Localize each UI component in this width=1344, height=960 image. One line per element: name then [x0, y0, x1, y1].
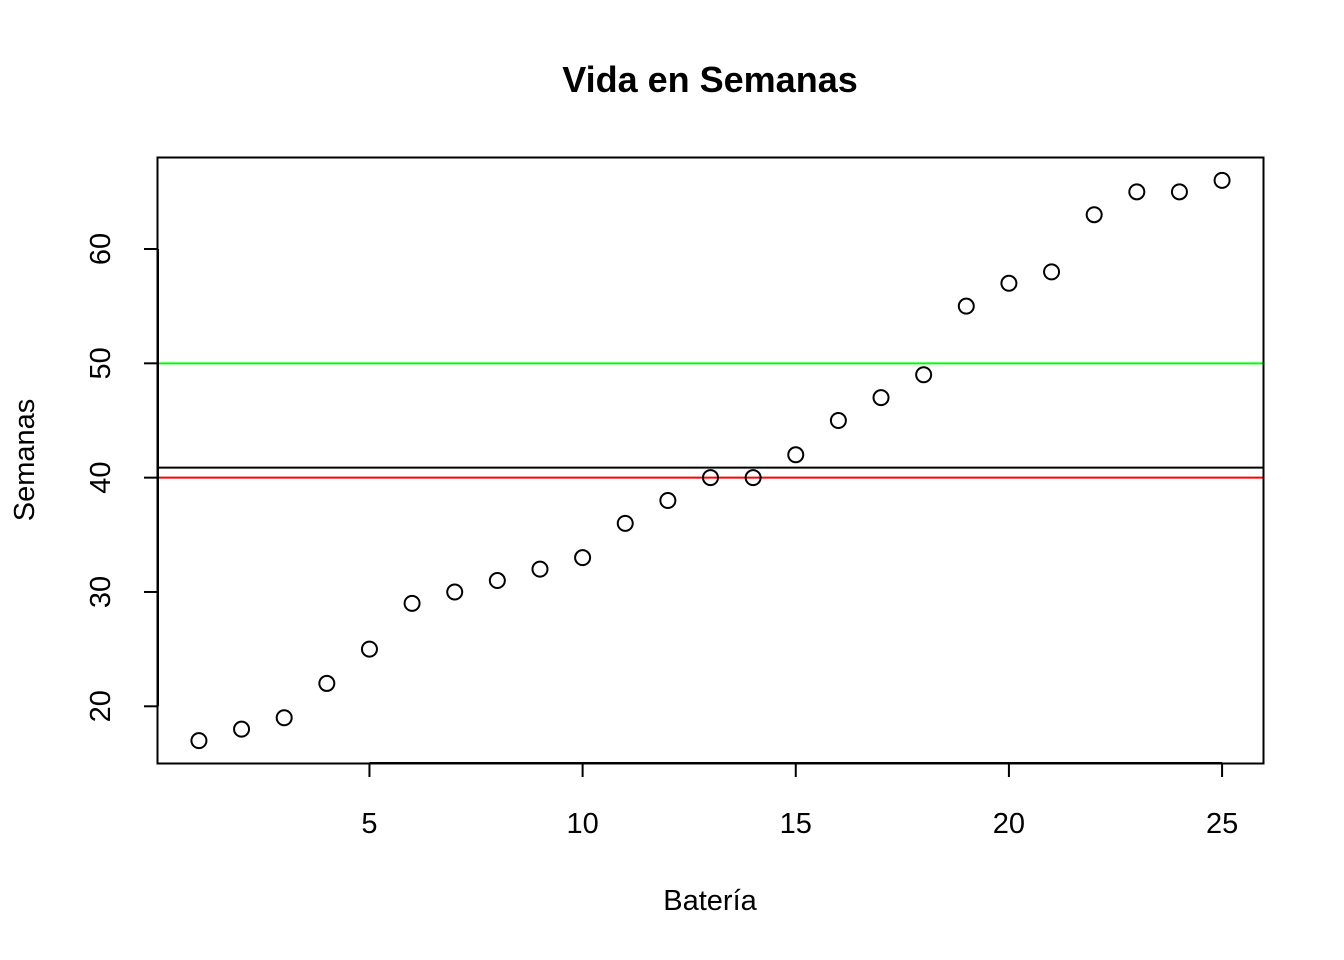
data-point	[915, 366, 933, 384]
data-point	[446, 583, 464, 601]
data-point	[233, 720, 251, 738]
x-axis-label: Batería	[663, 885, 757, 917]
data-point	[488, 572, 506, 590]
x-tick-label: 25	[1206, 808, 1238, 840]
y-tick-label: 50	[85, 347, 117, 379]
data-point	[659, 492, 677, 510]
y-tick-label: 30	[85, 576, 117, 608]
y-tick-label: 20	[85, 690, 117, 722]
data-point	[829, 411, 847, 429]
x-axis: 5 10 15 20 25	[361, 762, 1238, 840]
y-tick-label: 60	[85, 233, 117, 265]
x-tick-label: 5	[361, 808, 377, 840]
data-point	[1000, 274, 1018, 292]
data-point	[190, 732, 208, 750]
data-point	[702, 469, 719, 487]
data-point	[616, 514, 634, 532]
data-point	[1170, 183, 1188, 201]
reference-lines	[158, 362, 1263, 479]
data-point	[318, 674, 336, 692]
data-point	[531, 560, 549, 578]
data-point	[1043, 263, 1061, 281]
data-point	[1085, 206, 1103, 224]
data-point	[787, 446, 805, 464]
data-point	[744, 469, 762, 487]
data-point	[360, 640, 378, 658]
x-tick-label: 10	[566, 808, 598, 840]
data-point	[957, 297, 975, 315]
data-point	[574, 549, 592, 567]
data-point	[275, 709, 293, 727]
y-axis: 20 30 40 50 60	[85, 233, 159, 722]
data-point	[1213, 171, 1231, 189]
data-point	[403, 594, 421, 612]
x-tick-label: 15	[780, 808, 812, 840]
x-tick-label: 20	[993, 808, 1025, 840]
data-point	[1128, 183, 1146, 201]
chart-title: Vida en Semanas	[562, 59, 858, 100]
data-point	[872, 389, 890, 407]
data-points	[190, 171, 1231, 750]
y-tick-label: 40	[85, 462, 117, 494]
y-axis-label: Semanas	[9, 399, 41, 522]
